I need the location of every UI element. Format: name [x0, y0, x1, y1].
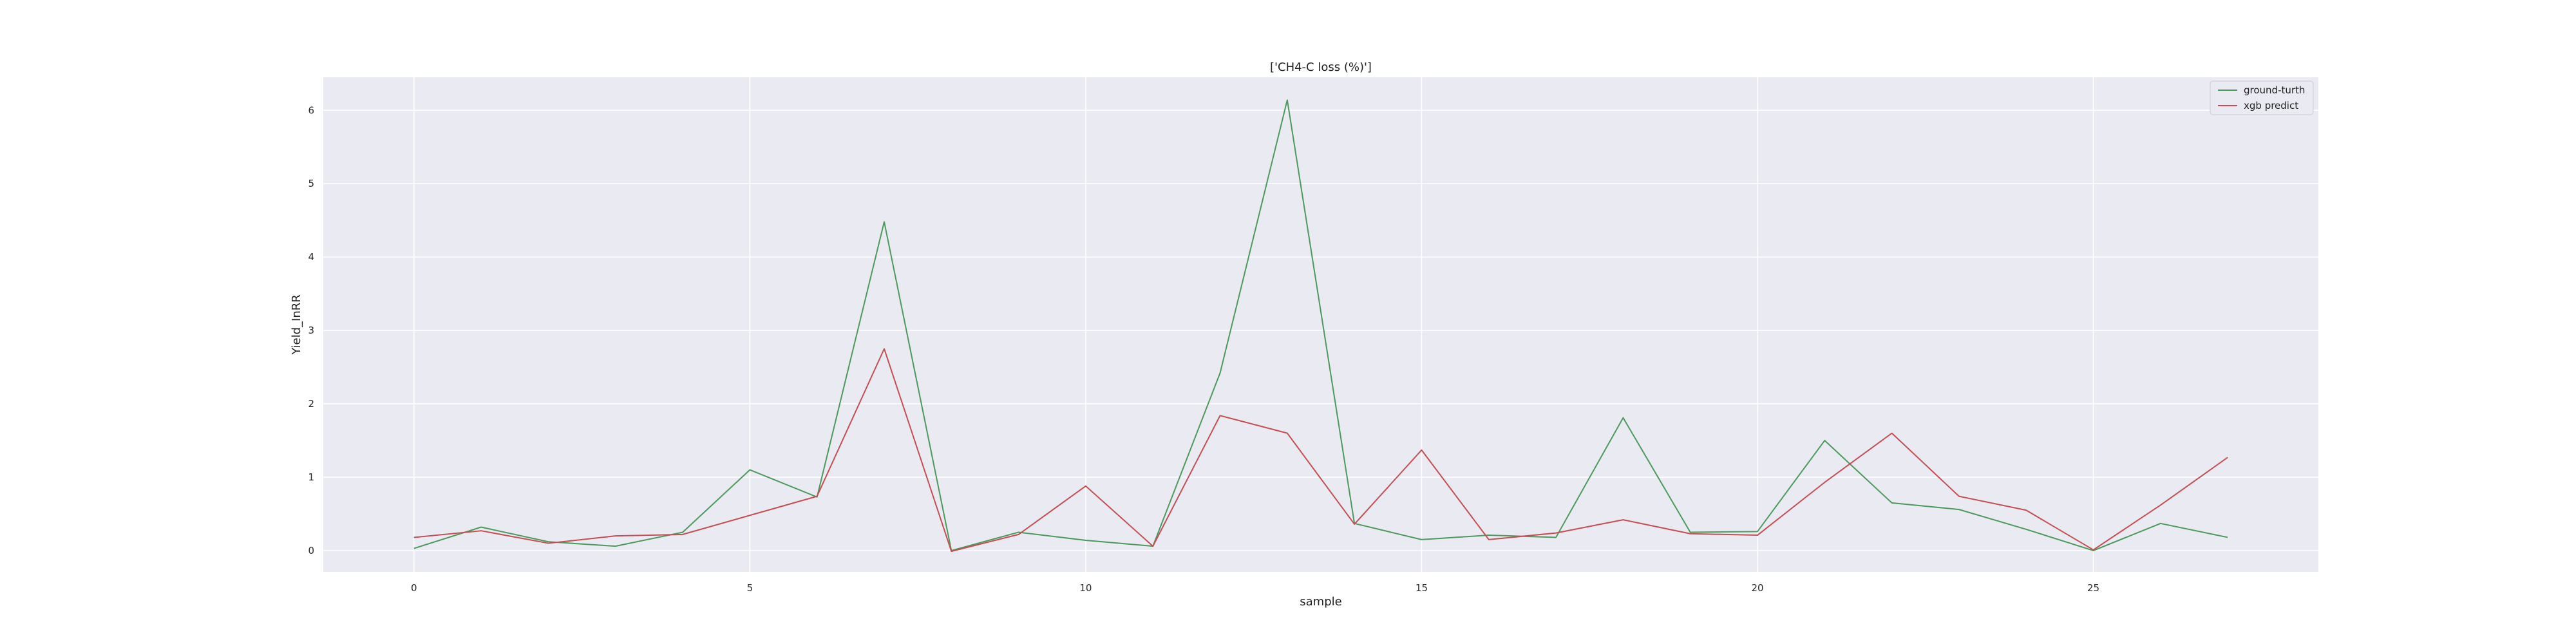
legend: ground-turth xgb predict — [2210, 80, 2314, 115]
y-tick-label: 3 — [308, 325, 314, 336]
legend-label-ground-turth: ground-turth — [2244, 84, 2305, 96]
series-line-xgb-predict — [413, 348, 2228, 553]
x-tick-label: 25 — [2087, 582, 2099, 594]
y-tick-labels: 0 1 2 3 4 5 6 — [308, 104, 314, 556]
series-lines — [413, 99, 2228, 553]
x-axis-label: sample — [1300, 595, 1341, 609]
y-tick-label: 2 — [308, 398, 314, 410]
x-tick-label: 15 — [1416, 582, 1428, 594]
x-tick-label: 0 — [411, 582, 417, 594]
series-line-ground-turth — [413, 99, 2228, 551]
legend-label-xgb-predict: xgb predict — [2244, 100, 2298, 111]
y-tick-label: 1 — [308, 471, 314, 483]
y-tick-label: 4 — [308, 251, 314, 263]
y-axis-label: Yield_InRR — [290, 294, 303, 355]
plot-area — [323, 77, 2318, 572]
x-tick-label: 20 — [1751, 582, 1763, 594]
x-tick-labels: 0 5 10 15 20 25 — [411, 582, 2099, 594]
x-tick-label: 5 — [747, 582, 753, 594]
y-tick-label: 0 — [308, 545, 314, 556]
chart-title: ['CH4-C loss (%)'] — [1270, 61, 1372, 74]
grid-lines — [323, 77, 2318, 572]
x-tick-label: 10 — [1079, 582, 1092, 594]
y-tick-label: 6 — [308, 104, 314, 116]
y-tick-label: 5 — [308, 178, 314, 189]
